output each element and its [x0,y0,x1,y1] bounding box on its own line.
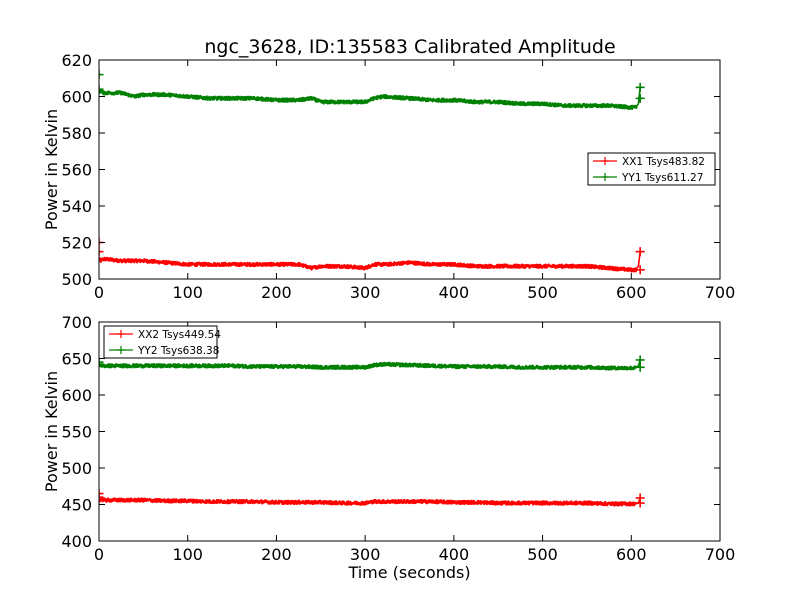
y-tick-label: 520 [61,234,92,253]
x-tick-label: 400 [439,283,470,302]
x-tick-label: 600 [616,283,647,302]
x-tick-label: 0 [94,283,104,302]
x-tick-label: 600 [616,545,647,564]
plus-marker [635,93,645,103]
y-tick-label: 450 [61,496,92,515]
y-tick-label: 620 [61,51,92,70]
plus-marker [99,489,104,499]
x-tick-label: 400 [439,545,470,564]
series-end-line [635,87,641,107]
legend-box [587,152,716,186]
chart-title: ngc_3628, ID:135583 Calibrated Amplitude [204,36,615,58]
legend-entry: YY2 Tsys638.38 [109,345,219,357]
y-tick-label: 400 [61,532,92,551]
plus-marker [99,357,104,367]
series-end-line [635,251,641,270]
x-tick-label: 200 [261,283,292,302]
legend: XX2 Tsys449.54 YY2 Tsys638.38 [103,325,221,359]
series-line [99,88,638,111]
series-red-2 [99,489,645,508]
series-red-1 [99,238,645,275]
legend-label: XX2 Tsys449.54 [138,329,221,341]
plus-marker [99,84,104,94]
series-green-2 [99,355,645,372]
y-tick-label: 500 [61,270,92,289]
series-line [99,361,638,371]
y-tick-label: 600 [61,88,92,107]
legend-entry: XX1 Tsys483.82 [593,156,705,168]
legend-entry: XX2 Tsys449.54 [109,329,221,341]
series-line [99,256,638,273]
plus-marker [99,492,104,502]
plus-marker [635,265,645,275]
x-tick-label: 500 [527,283,558,302]
y-axis-label: Power in Kelvin [42,109,61,230]
x-tick-label: 200 [261,545,292,564]
x-tick-label: 700 [705,545,736,564]
y-tick-label: 650 [61,350,92,369]
y-tick-label: 580 [61,124,92,143]
series-green-1 [99,70,645,111]
series-line [99,497,638,507]
x-tick-label: 300 [350,545,381,564]
x-tick-label: 100 [172,283,203,302]
y-tick-label: 550 [61,423,92,442]
legend-label: YY2 Tsys638.38 [137,345,219,357]
x-tick-label: 500 [527,545,558,564]
top-plot-panel: 0 100 200 300 400 500 600 700 500 520 540 560 580 600… [42,51,735,302]
y-tick-label: 600 [61,386,92,405]
y-axis-label: Power in Kelvin [42,371,61,492]
legend-label: XX1 Tsys483.82 [622,156,705,168]
legend-label: YY1 Tsys611.27 [621,172,703,184]
y-tick-label: 560 [61,161,92,180]
y-tick-label: 540 [61,197,92,216]
legend-entry: YY1 Tsys611.27 [593,172,703,184]
legend: XX1 Tsys483.82 YY1 Tsys611.27 [587,152,716,186]
x-axis-label: Time (seconds) [347,563,470,582]
x-tick-label: 0 [94,545,104,564]
plus-marker [635,362,645,372]
x-tick-label: 100 [172,545,203,564]
legend-box [103,325,218,359]
plus-marker [635,498,645,508]
plus-marker [99,70,104,80]
plus-marker [635,247,645,257]
bottom-plot-panel: 0 100 200 300 400 500 600 700 400 450 500 550 600 650… [42,313,735,582]
x-tick-label: 700 [705,283,736,302]
y-tick-label: 700 [61,313,92,332]
plus-marker [99,247,104,257]
x-tick-label: 300 [350,283,381,302]
y-tick-label: 500 [61,459,92,478]
plus-marker [635,82,645,92]
